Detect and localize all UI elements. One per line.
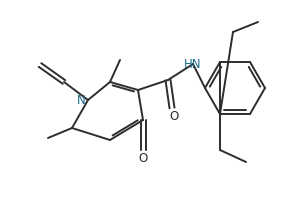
Text: N: N [76, 94, 85, 106]
Text: O: O [170, 110, 179, 122]
Text: O: O [138, 152, 147, 164]
Text: HN: HN [184, 58, 202, 71]
